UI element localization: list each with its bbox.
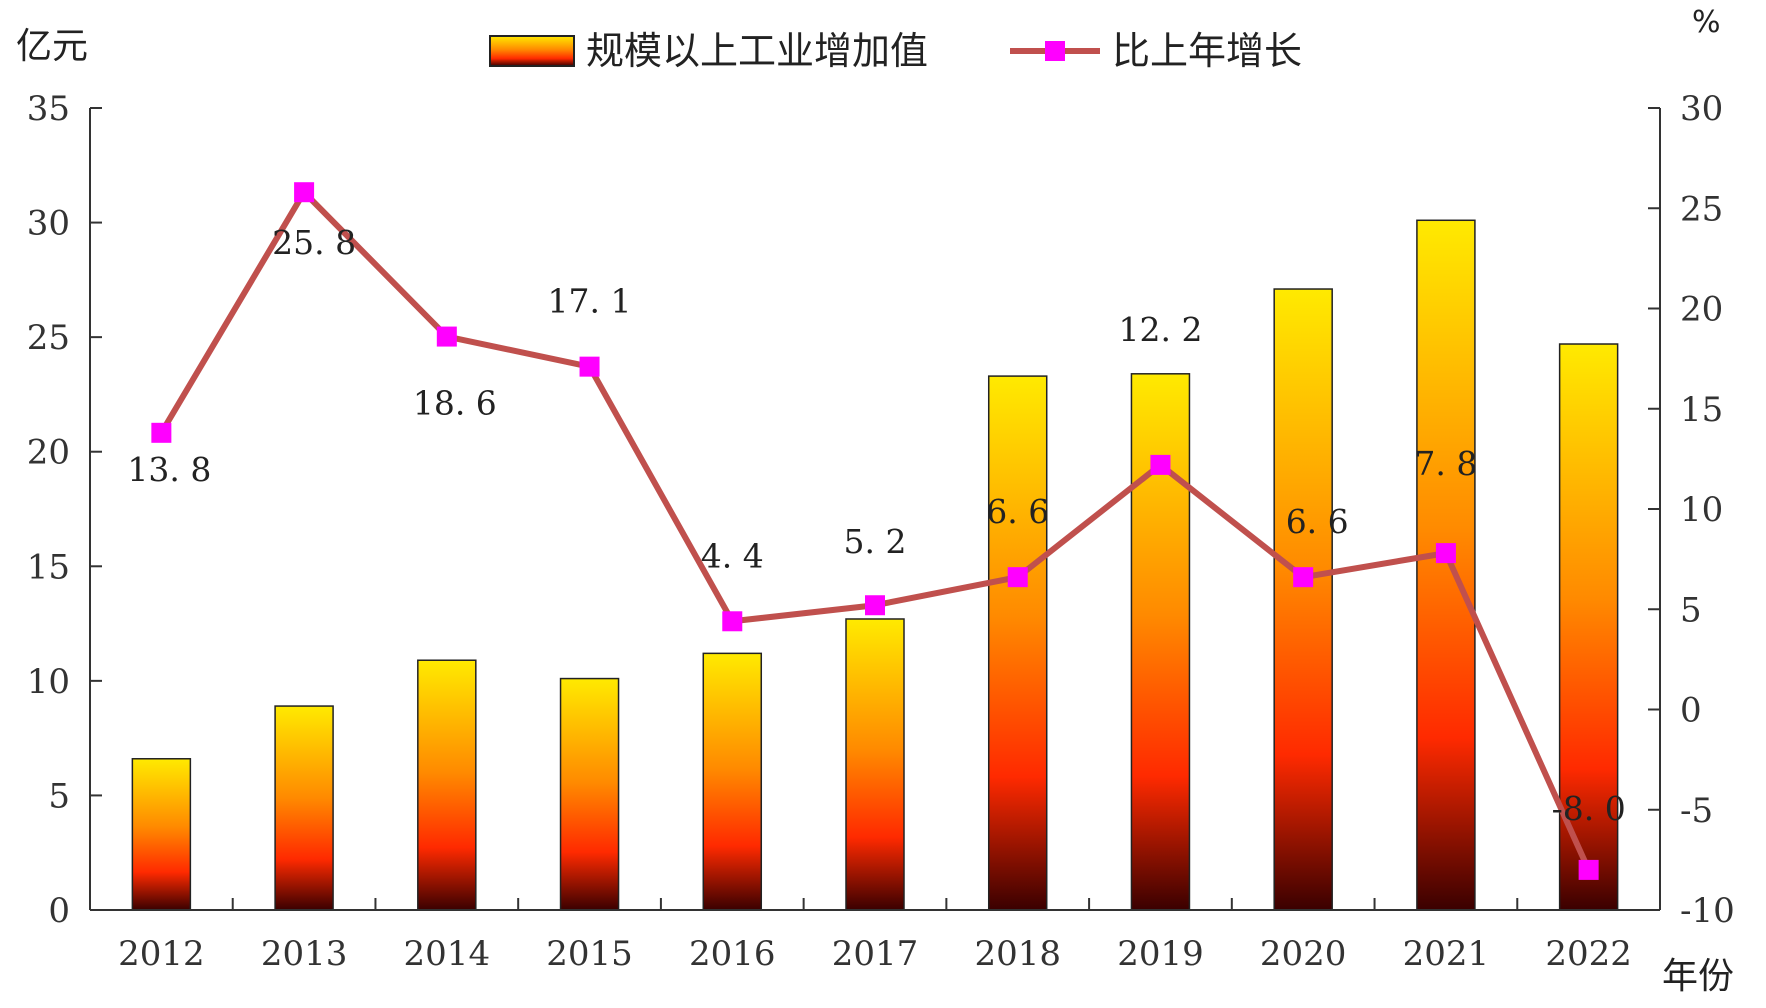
growth-data-label: 4. 4 xyxy=(701,536,764,575)
growth-marker-2018 xyxy=(1007,567,1028,588)
growth-data-label: 17. 1 xyxy=(548,282,632,321)
right-axis-unit: % xyxy=(1692,5,1721,40)
x-tick-label: 2017 xyxy=(832,934,919,974)
growth-data-label: 18. 6 xyxy=(413,384,497,423)
x-tick-label: 2020 xyxy=(1260,934,1347,974)
growth-data-label: 6. 6 xyxy=(986,492,1049,531)
growth-marker-2022 xyxy=(1578,859,1599,880)
x-tick-label: 2019 xyxy=(1117,934,1204,974)
right-tick-label: 20 xyxy=(1680,290,1723,330)
left-axis-unit: 亿元 xyxy=(16,26,88,67)
bar-2015 xyxy=(559,677,620,911)
right-tick-label: 15 xyxy=(1680,390,1723,430)
bar-2021 xyxy=(1416,219,1476,911)
bar-2014 xyxy=(417,659,477,911)
left-tick-label: 35 xyxy=(27,89,70,129)
bar-2019 xyxy=(1130,373,1191,911)
right-tick-label: -5 xyxy=(1680,791,1713,831)
legend-bar-label: 规模以上工业增加值 xyxy=(586,29,928,73)
legend-line-marker xyxy=(1045,41,1065,61)
left-tick-label: 30 xyxy=(27,204,70,244)
x-tick-label: 2012 xyxy=(118,934,205,974)
line-layer xyxy=(151,182,1599,880)
left-tick-label: 5 xyxy=(48,776,70,816)
left-tick-label: 20 xyxy=(27,433,70,473)
right-tick-label: 10 xyxy=(1680,490,1723,530)
growth-data-label: 6. 6 xyxy=(1286,502,1349,541)
x-tick-label: 2014 xyxy=(404,934,491,974)
x-tick-label: 2016 xyxy=(689,934,776,974)
x-tick-label: 2015 xyxy=(546,934,633,974)
growth-data-label: 5. 2 xyxy=(844,522,907,561)
legend-line-label: 比上年增长 xyxy=(1112,29,1302,73)
bar-2017 xyxy=(845,618,905,911)
right-tick-label: 30 xyxy=(1680,89,1723,129)
right-tick-label: 5 xyxy=(1680,590,1702,630)
bar-2016 xyxy=(702,652,763,911)
growth-marker-2019 xyxy=(1150,454,1171,475)
bar-2013 xyxy=(274,705,334,911)
right-tick-label: 25 xyxy=(1680,189,1723,229)
x-tick-label: 2013 xyxy=(261,934,348,974)
bar-2020 xyxy=(1273,288,1333,911)
bar-2012 xyxy=(131,758,192,911)
x-tick-label: 2021 xyxy=(1403,934,1490,974)
right-tick-label: -10 xyxy=(1680,891,1735,931)
bars-layer xyxy=(131,219,1619,911)
bar-2018 xyxy=(987,375,1048,911)
growth-data-label: 7. 8 xyxy=(1414,444,1477,483)
growth-marker-2021 xyxy=(1435,543,1456,564)
legend-bar-swatch xyxy=(489,35,575,67)
x-axis-unit: 年份 xyxy=(1662,956,1734,997)
left-tick-label: 15 xyxy=(27,547,70,587)
labels-layer: 13. 8 25. 8 18. 6 17. 1 4. 4 5. 2 6. 6 12. 2 6. … xyxy=(127,223,1625,828)
axes-layer: 0 5 10 15 20 25 30 35 -10 -5 0 5 10 15 20 25 30 2012 2013 2… xyxy=(27,89,1735,974)
right-tick-label: 0 xyxy=(1680,691,1702,731)
growth-data-label: 25. 8 xyxy=(272,223,356,262)
x-tick-label: 2018 xyxy=(974,934,1061,974)
growth-marker-2015 xyxy=(579,356,600,377)
growth-data-label: 13. 8 xyxy=(127,450,211,489)
growth-marker-2013 xyxy=(294,182,315,203)
left-tick-label: 0 xyxy=(48,891,70,931)
legend: 规模以上工业增加值 比上年增长 xyxy=(489,29,1302,73)
growth-marker-2020 xyxy=(1293,567,1314,588)
left-tick-label: 25 xyxy=(27,318,70,358)
growth-data-label: -8. 0 xyxy=(1552,789,1626,828)
growth-marker-2016 xyxy=(722,611,743,632)
growth-marker-2017 xyxy=(865,595,885,616)
left-tick-label: 10 xyxy=(27,662,70,702)
x-tick-label: 2022 xyxy=(1545,934,1632,974)
growth-marker-2012 xyxy=(151,422,172,443)
growth-data-label: 12. 2 xyxy=(1118,310,1202,349)
growth-marker-2014 xyxy=(436,326,457,347)
